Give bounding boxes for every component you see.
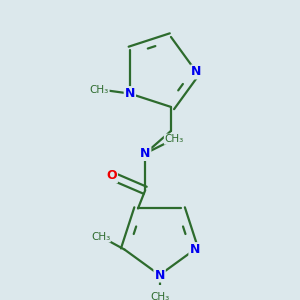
Text: N: N — [189, 243, 200, 256]
Text: N: N — [125, 87, 135, 100]
Text: CH₃: CH₃ — [164, 134, 184, 144]
Text: N: N — [154, 268, 165, 281]
Text: N: N — [191, 65, 202, 79]
Text: O: O — [106, 169, 117, 182]
Text: N: N — [140, 147, 150, 160]
Text: CH₃: CH₃ — [90, 85, 109, 95]
Text: CH₃: CH₃ — [91, 232, 110, 242]
Text: CH₃: CH₃ — [150, 292, 169, 300]
